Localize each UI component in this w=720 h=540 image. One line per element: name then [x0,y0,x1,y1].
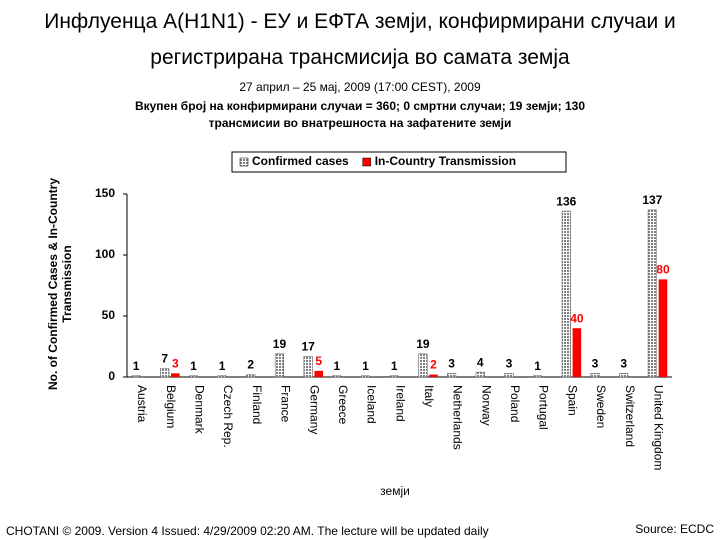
bar [572,328,582,377]
data-label: 4 [477,355,484,369]
data-label: 80 [656,263,670,277]
legend-label: In-Country Transmission [375,154,516,168]
bar [332,375,342,378]
data-label: 40 [570,311,584,325]
x-tick-label: Spain [565,385,579,416]
data-label: 137 [642,193,662,207]
x-axis-label: земји [380,484,410,498]
chart-subtitle: 27 април – 25 мај, 2009 (17:00 CEST), 20… [239,80,481,94]
bar [171,373,180,377]
bar [160,368,170,378]
x-tick-label: United Kingdom [651,385,665,470]
bar [418,353,428,378]
x-tick-label: Ireland [393,385,407,422]
x-tick-label: Italy [422,385,436,407]
data-label: 1 [190,359,197,373]
x-tick-label: Greece [336,385,350,425]
bar [314,370,324,377]
bar [274,353,285,378]
bar [389,375,399,378]
footer: CHOTANI © 2009. Version 4 Issued: 4/29/2… [6,524,489,538]
x-tick-label: Austria [135,385,149,423]
source: Source: ECDC [635,522,714,536]
y-axis-label: No. of Confirmed Cases & In-Country Tran… [46,178,74,391]
data-label: 1 [219,359,226,373]
data-label: 19 [273,337,287,351]
x-tick-label: France [279,385,293,423]
data-label: 1 [133,359,140,373]
data-label: 3 [448,357,455,371]
slide-title: Инфлуенца A(H1N1) - ЕУ и ЕФТА земји, кон… [44,10,676,69]
data-label: 2 [247,358,254,372]
bar [217,375,227,378]
legend-label: Confirmed cases [252,154,349,168]
bar [590,373,600,378]
bar [561,210,571,378]
bar [303,356,313,378]
data-label: 3 [172,357,179,371]
legend-swatch [362,157,371,167]
data-label: 19 [416,337,430,351]
data-label: 136 [556,194,576,208]
chart-subtitle-2: Вкупен број на конфирмирани случаи = 360… [134,99,586,130]
data-label: 5 [315,354,322,368]
x-tick-label: Germany [307,385,321,434]
x-tick-label: Poland [508,385,522,422]
data-label: 1 [333,359,340,373]
bar [475,371,485,378]
data-label: 1 [391,359,398,373]
subtitle-box: Вкупен број на конфирмирани случаи = 360… [134,99,586,130]
y-tick-label: 50 [102,308,116,322]
y-tick-label: 0 [108,369,115,383]
x-tick-label: Norway [479,385,493,426]
bar [504,373,514,378]
data-label: 3 [506,357,513,371]
data-label: 3 [620,357,627,371]
bar [131,375,141,378]
x-tick-label: Netherlands [451,385,465,450]
y-tick-label: 150 [95,186,115,200]
bar [246,374,256,378]
x-tick-label: Belgium [164,385,178,428]
bar [647,209,657,378]
bar [619,373,629,378]
bar [533,375,543,378]
data-label: 7 [161,352,168,366]
data-label: 1 [362,359,369,373]
x-tick-label: Portugal [537,385,551,430]
data-label: 3 [592,357,599,371]
bar [429,374,438,377]
bar [658,279,668,377]
data-label: 2 [430,358,437,372]
x-tick-label: Czech Rep. [221,385,235,448]
x-tick-label: Switzerland [623,385,637,447]
x-tick-label: Sweden [594,385,608,428]
x-tick-label: Finland [250,385,264,424]
legend-swatch [239,157,249,167]
data-label: 17 [301,339,315,353]
x-tick-label: Denmark [193,385,207,435]
x-tick-label: Iceland [365,385,379,424]
bar [360,375,371,378]
data-label: 1 [534,359,541,373]
legend-box [231,151,567,173]
bar [188,375,198,378]
y-tick-label: 100 [95,247,115,261]
bar [447,373,457,378]
